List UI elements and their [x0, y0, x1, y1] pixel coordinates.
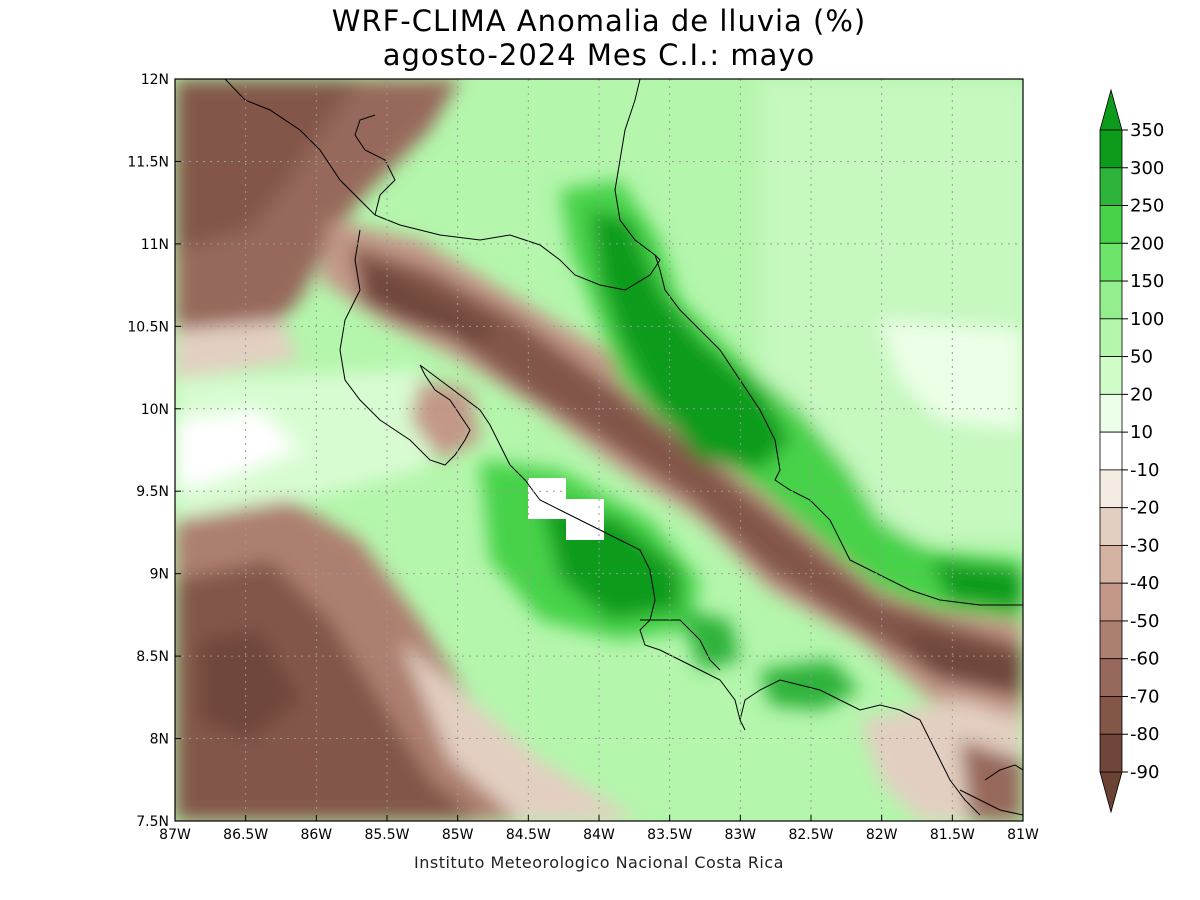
- x-tick-label: 83W: [724, 827, 756, 843]
- colorbar: 350 300 250 200 150 100 50 20 10 -10 -20 -30 -40 -50 -…: [1099, 88, 1164, 814]
- map-grid: [175, 79, 1023, 821]
- x-tick-label: 83.5W: [647, 827, 692, 843]
- colorbar-label: -30: [1130, 535, 1159, 556]
- y-tick-label: 11.5N: [127, 154, 169, 170]
- colorbar-swatch: [1099, 733, 1123, 773]
- colorbar-label: 200: [1130, 233, 1164, 254]
- colorbar-label: -80: [1130, 724, 1159, 745]
- coastline: [224, 79, 1023, 816]
- colorbar-label: -50: [1130, 611, 1159, 632]
- y-tick-label: 8.5N: [136, 649, 169, 665]
- y-tick-label: 12N: [141, 72, 169, 88]
- colorbar-label: -10: [1130, 460, 1159, 481]
- anomaly-field: [175, 79, 1023, 821]
- colorbar-swatch: [1099, 658, 1123, 697]
- x-tick-label: 86.5W: [223, 827, 268, 843]
- colorbar-swatch: [1099, 582, 1123, 622]
- colorbar-label: -60: [1130, 649, 1159, 670]
- y-tick-label: 9N: [150, 567, 169, 583]
- y-tick-label: 10.5N: [127, 319, 169, 335]
- y-tick-label: 10N: [141, 402, 169, 418]
- colorbar-top-arrow: [1099, 88, 1123, 131]
- x-tick-label: 84.5W: [506, 827, 551, 843]
- colorbar-swatch: [1099, 242, 1123, 282]
- x-tick-label: 81.5W: [930, 827, 975, 843]
- colorbar-label: -20: [1130, 498, 1159, 519]
- colorbar-swatch: [1099, 318, 1123, 357]
- x-tick-label: 81W: [1007, 827, 1039, 843]
- colorbar-swatch: [1099, 167, 1123, 206]
- colorbar-swatch: [1099, 620, 1123, 660]
- colorbar-label: 50: [1130, 347, 1153, 368]
- colorbar-swatch: [1099, 507, 1123, 546]
- colorbar-label: 350: [1130, 120, 1164, 141]
- y-tick-label: 11N: [141, 237, 169, 253]
- map-subtitle: agosto-2024 Mes C.I.: mayo: [382, 38, 816, 72]
- colorbar-label: 250: [1130, 196, 1164, 217]
- colorbar-swatch: [1099, 431, 1123, 471]
- missing-data-block: [528, 478, 604, 540]
- x-tick-label: 84W: [583, 827, 615, 843]
- colorbar-label: 300: [1130, 158, 1164, 179]
- colorbar-swatch: [1099, 545, 1123, 584]
- colorbar-label: -70: [1130, 686, 1159, 707]
- credit-text: Instituto Meteorologico Nacional Costa R…: [414, 853, 784, 872]
- colorbar-swatch: [1099, 280, 1123, 320]
- colorbar-label: -90: [1130, 762, 1159, 783]
- colorbar-label: 100: [1130, 309, 1164, 330]
- colorbar-label: 150: [1130, 271, 1164, 292]
- x-tick-label: 85.5W: [364, 827, 409, 843]
- y-tick-label: 8N: [150, 732, 169, 748]
- x-tick-label: 86W: [300, 827, 332, 843]
- colorbar-label: 10: [1130, 422, 1153, 443]
- colorbar-swatch: [1099, 393, 1123, 433]
- colorbar-swatch: [1099, 469, 1123, 509]
- colorbar-label: -40: [1130, 573, 1159, 594]
- colorbar-swatch: [1099, 696, 1123, 735]
- y-tick-label: 7.5N: [136, 814, 169, 830]
- x-tick-label: 82W: [866, 827, 898, 843]
- colorbar-label: 20: [1130, 384, 1153, 405]
- colorbar-swatch: [1099, 129, 1123, 169]
- x-axis: 87W 86.5W 86W 85.5W 85W 84.5W 84W 83.5W 83W 82.5W…: [159, 815, 1039, 843]
- map-title: WRF-CLIMA Anomalia de lluvia (%): [331, 4, 867, 38]
- colorbar-bottom-arrow: [1099, 771, 1123, 814]
- y-tick-label: 9.5N: [136, 484, 169, 500]
- x-tick-label: 87W: [159, 827, 191, 843]
- colorbar-swatch: [1099, 205, 1123, 244]
- colorbar-swatch: [1099, 356, 1123, 395]
- x-tick-label: 82.5W: [788, 827, 833, 843]
- y-axis: 7.5N 8N 8.5N 9N 9.5N 10N 10.5N 11N 11.5N 12N: [127, 72, 181, 830]
- x-tick-label: 85W: [442, 827, 474, 843]
